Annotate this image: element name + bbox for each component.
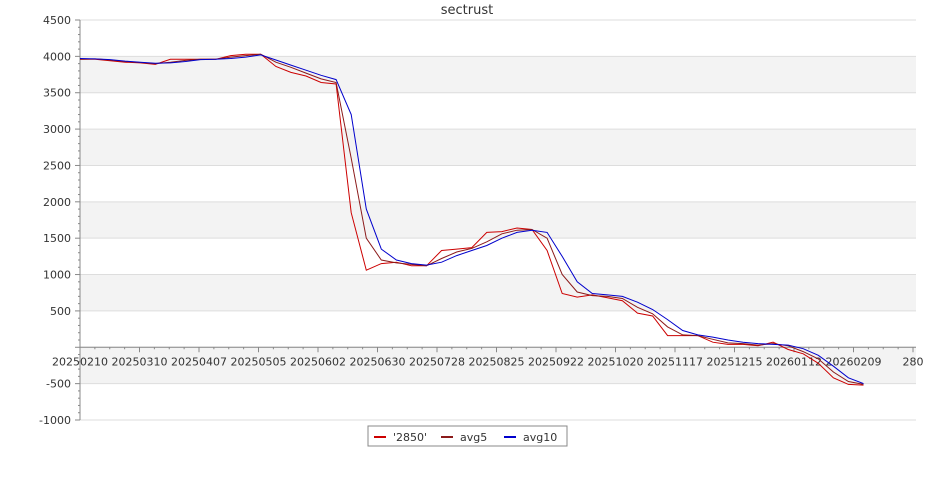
x-tick-label: 20250505 <box>231 355 287 368</box>
x-tick-label: 20250602 <box>290 355 346 368</box>
grid-band <box>80 201 916 239</box>
y-tick-label: 1000 <box>43 269 71 282</box>
y-tick-label: 2500 <box>43 159 71 172</box>
grid-bands <box>80 56 916 384</box>
x-tick-label: 20250922 <box>528 355 584 368</box>
series-line-2 <box>79 54 864 385</box>
grid-band <box>80 347 916 384</box>
grid-band <box>80 129 916 166</box>
grid-band <box>80 56 916 93</box>
legend-box <box>367 425 568 447</box>
legend-label: avg10 <box>523 431 557 444</box>
x-tick-label: 20250310 <box>112 355 168 368</box>
x-tick-label: 20250210 <box>52 355 108 368</box>
x-tick-label: 20250630 <box>350 355 406 368</box>
y-tick-label: 2000 <box>43 196 71 209</box>
x-tick-label: 20250407 <box>171 355 227 368</box>
x-tick-label: 20250728 <box>409 355 465 368</box>
legend-label: avg5 <box>460 431 487 444</box>
axes <box>79 20 916 420</box>
y-tick-label: 3500 <box>43 87 71 100</box>
grid-band <box>80 274 916 311</box>
x-tick-label: 20251117 <box>647 355 703 368</box>
y-tick-label: 1500 <box>43 232 71 245</box>
y-tick-label: 4000 <box>43 50 71 63</box>
x-tick-label: 20260112 <box>766 355 822 368</box>
y-tick-label: 3000 <box>43 123 71 136</box>
x-tick-label: 20260209 <box>826 355 882 368</box>
chart-title: sectrust <box>441 3 493 18</box>
y-tick-label: -1000 <box>39 414 71 427</box>
x-tick-label: 20251215 <box>707 355 763 368</box>
y-tick-label: 4500 <box>43 14 71 27</box>
y-tick-label: -500 <box>46 378 71 391</box>
x-tick-label: 20250825 <box>469 355 525 368</box>
series-lines <box>79 53 864 386</box>
legend: '2850' avg5 avg10 <box>367 425 568 447</box>
y-tick-label: 500 <box>50 305 71 318</box>
legend-label: '2850' <box>393 431 427 444</box>
x-tick-label: 20251020 <box>588 355 644 368</box>
y-axis-ticks: -1000 -500 500 1000 1500 2000 2500 3000 3500 4000… <box>39 14 80 427</box>
x-tick-label: 280 <box>903 355 924 368</box>
x-axis-ticks: 20250210 20250310 20250407 20250505 20250602… <box>52 347 924 368</box>
